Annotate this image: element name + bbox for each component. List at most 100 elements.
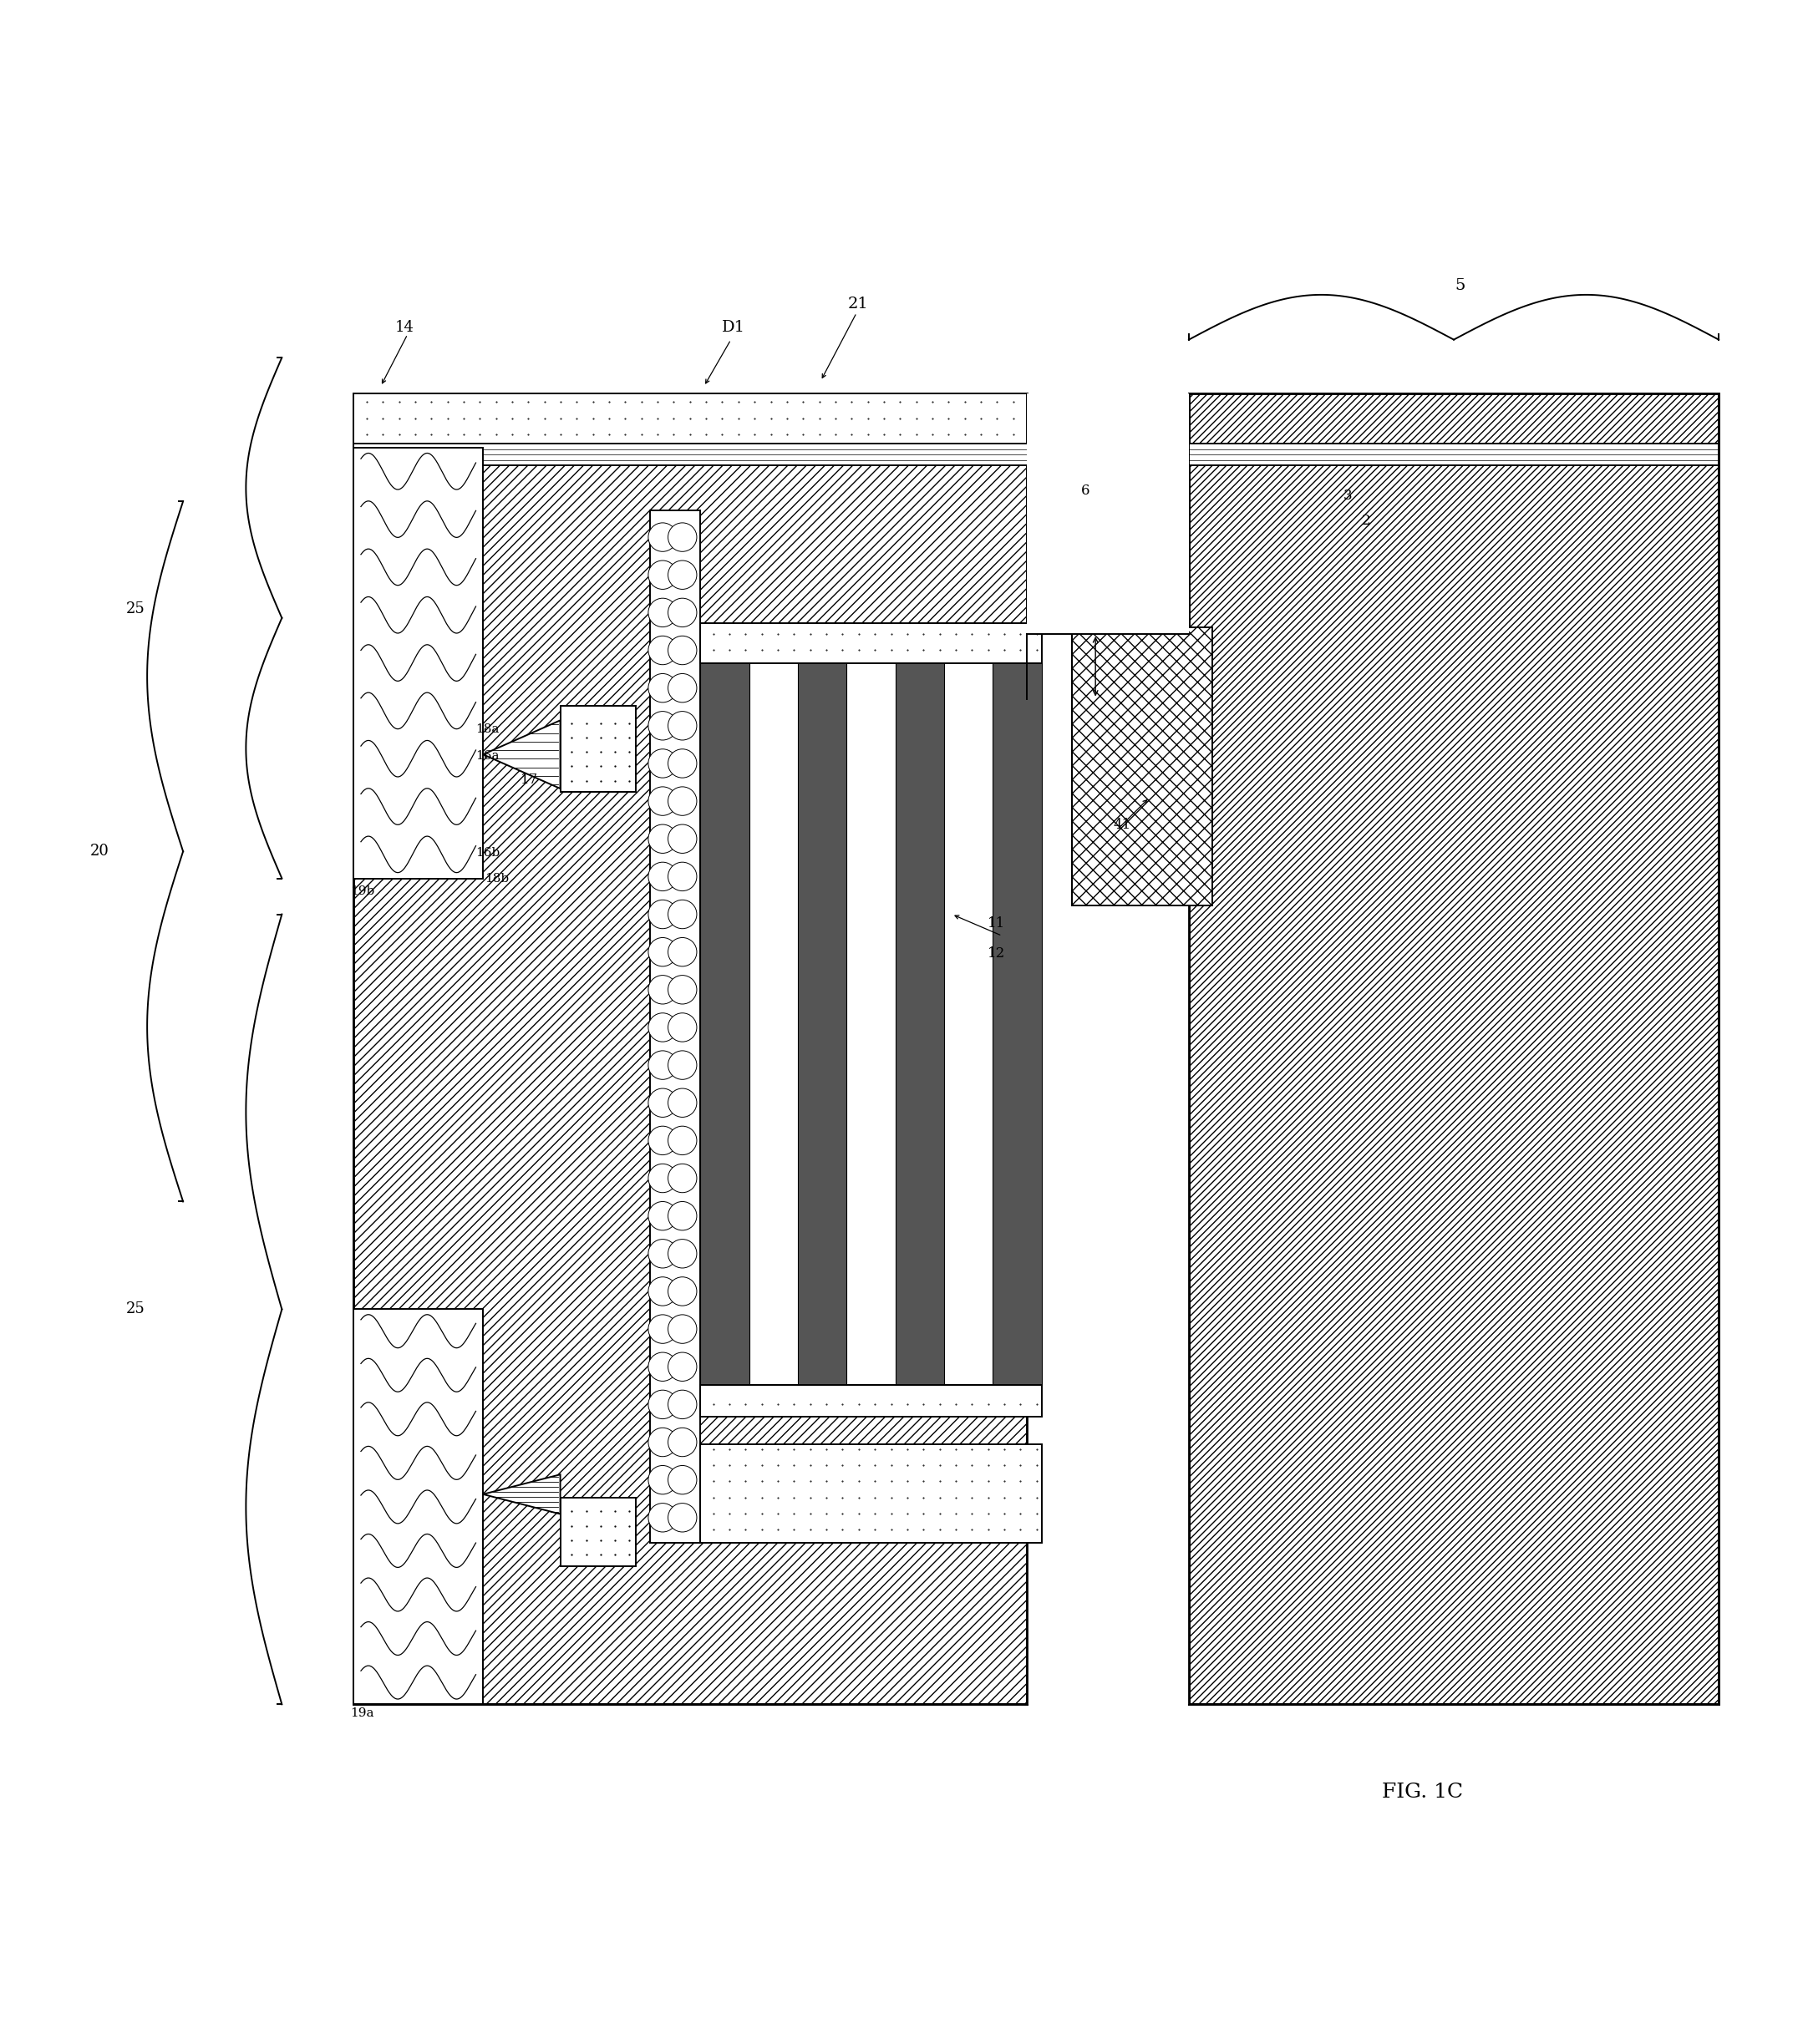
Bar [847, 662, 896, 1384]
Bar [945, 662, 993, 1384]
Text: 20: 20 [90, 844, 108, 858]
Bar [1028, 394, 1188, 1705]
Circle shape [649, 938, 676, 967]
Circle shape [649, 1502, 676, 1531]
Circle shape [649, 636, 676, 664]
Polygon shape [483, 719, 561, 789]
Text: 6: 6 [1082, 482, 1089, 497]
Circle shape [649, 748, 676, 779]
Circle shape [669, 1278, 696, 1306]
Circle shape [649, 1089, 676, 1118]
Circle shape [669, 787, 696, 816]
Text: 3: 3 [1343, 489, 1352, 503]
Text: 18a: 18a [476, 724, 499, 736]
Circle shape [649, 1390, 676, 1419]
Circle shape [669, 1353, 696, 1382]
Bar [700, 1443, 1042, 1543]
Text: 11: 11 [988, 916, 1006, 930]
Text: 16b: 16b [476, 848, 499, 858]
Circle shape [649, 523, 676, 552]
Text: 2: 2 [1361, 513, 1370, 527]
Bar [353, 394, 1028, 1705]
Bar [1073, 628, 1212, 905]
Text: 16a: 16a [476, 750, 499, 762]
Circle shape [669, 975, 696, 1004]
Text: 19a: 19a [350, 1707, 373, 1719]
Circle shape [669, 1051, 696, 1079]
Circle shape [669, 636, 696, 664]
Circle shape [669, 1390, 696, 1419]
Polygon shape [483, 1474, 561, 1515]
Circle shape [649, 675, 676, 703]
Text: D1: D1 [721, 319, 745, 335]
Circle shape [669, 748, 696, 779]
Text: 5: 5 [1455, 278, 1466, 292]
Bar [748, 662, 799, 1384]
Circle shape [669, 711, 696, 740]
Text: 17: 17 [521, 773, 539, 787]
Circle shape [669, 675, 696, 703]
Circle shape [669, 1163, 696, 1192]
Text: 19b: 19b [350, 885, 375, 897]
Text: 21: 21 [847, 296, 869, 311]
Circle shape [669, 1429, 696, 1457]
Bar [1028, 394, 1188, 634]
Circle shape [649, 1239, 676, 1267]
Text: 14: 14 [395, 319, 415, 335]
Bar [1188, 394, 1718, 1705]
Bar [1188, 394, 1718, 1705]
Circle shape [649, 1314, 676, 1343]
Circle shape [649, 824, 676, 852]
Circle shape [669, 899, 696, 928]
Bar [1073, 628, 1212, 905]
Circle shape [669, 1202, 696, 1230]
Circle shape [649, 1353, 676, 1382]
Circle shape [669, 824, 696, 852]
Circle shape [649, 1429, 676, 1457]
Bar [561, 1498, 636, 1566]
Circle shape [669, 1466, 696, 1494]
Bar [700, 1384, 1042, 1416]
Text: 41: 41 [1114, 818, 1130, 832]
Bar [700, 662, 748, 1384]
Circle shape [649, 599, 676, 628]
Circle shape [649, 1051, 676, 1079]
Text: 25: 25 [126, 1302, 144, 1316]
Bar [1188, 444, 1718, 466]
Text: 12: 12 [988, 946, 1006, 961]
Circle shape [649, 560, 676, 589]
Circle shape [669, 1239, 696, 1267]
Text: FIG. 1C: FIG. 1C [1381, 1782, 1462, 1803]
Circle shape [649, 1126, 676, 1155]
Circle shape [649, 1014, 676, 1042]
Circle shape [649, 863, 676, 891]
Circle shape [669, 1089, 696, 1118]
Circle shape [649, 1163, 676, 1192]
Bar [353, 1310, 483, 1705]
Circle shape [669, 523, 696, 552]
Bar [353, 394, 1028, 1705]
Bar [353, 394, 1028, 448]
Bar [353, 448, 483, 879]
Circle shape [669, 1502, 696, 1531]
Circle shape [669, 560, 696, 589]
Circle shape [649, 1202, 676, 1230]
Bar [353, 444, 1188, 466]
Text: 18b: 18b [485, 873, 508, 885]
Circle shape [669, 938, 696, 967]
Bar [896, 662, 945, 1384]
Circle shape [649, 1278, 676, 1306]
Circle shape [669, 1014, 696, 1042]
Bar [700, 623, 1042, 662]
Circle shape [649, 711, 676, 740]
Bar [700, 662, 1042, 1384]
Bar [353, 394, 1028, 1705]
Circle shape [669, 599, 696, 628]
Circle shape [669, 1126, 696, 1155]
Circle shape [649, 787, 676, 816]
Circle shape [649, 1466, 676, 1494]
Bar [993, 662, 1042, 1384]
Bar [1188, 394, 1718, 1705]
Circle shape [669, 1314, 696, 1343]
Circle shape [649, 899, 676, 928]
